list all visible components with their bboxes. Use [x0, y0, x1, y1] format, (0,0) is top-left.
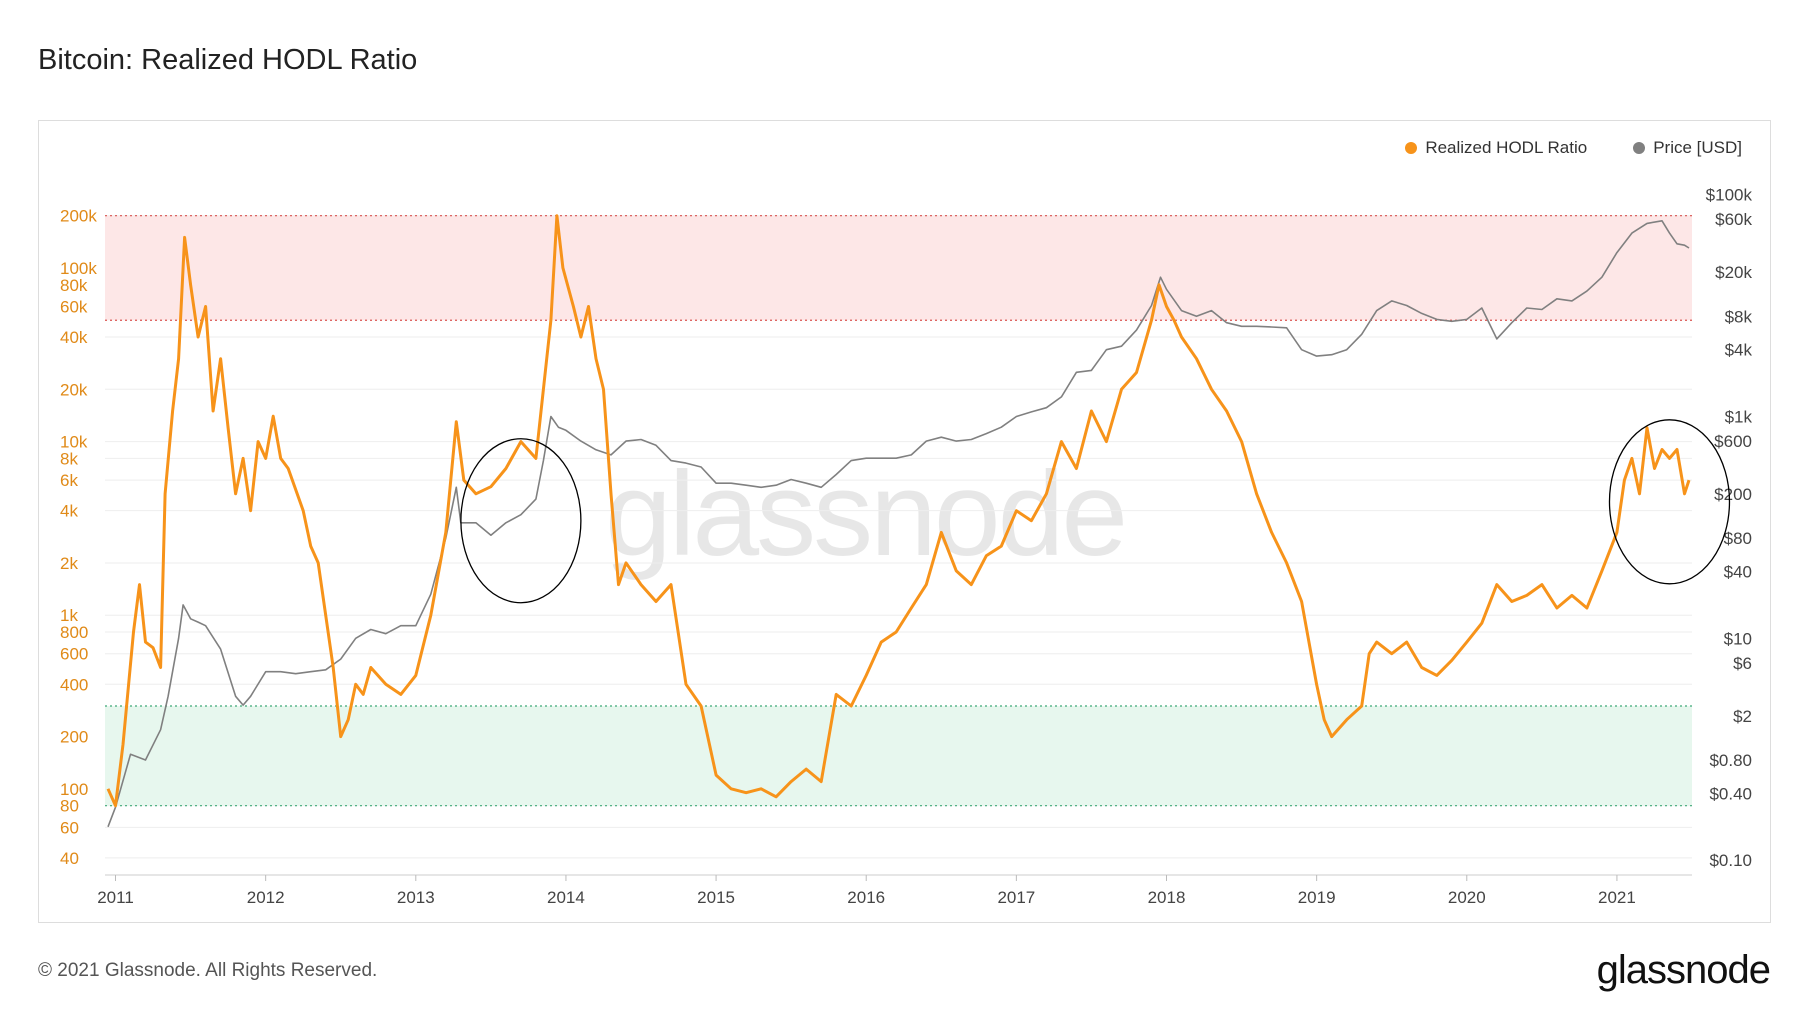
left-tick-label: 2k: [60, 554, 78, 573]
x-tick-label: 2014: [547, 888, 585, 907]
x-tick-label: 2019: [1298, 888, 1336, 907]
legend-label-hodl-ratio: Realized HODL Ratio: [1425, 138, 1588, 157]
left-tick-label: 8k: [60, 449, 78, 468]
x-tick-label: 2011: [97, 888, 134, 907]
right-tick-label: $2: [1733, 707, 1752, 726]
brand-logo: glassnode: [1596, 948, 1771, 992]
left-tick-label: 60: [60, 818, 79, 837]
x-tick-label: 2012: [247, 888, 285, 907]
left-tick-label: 80k: [60, 276, 88, 295]
left-tick-label: 10k: [60, 433, 88, 452]
circle-2021: [1608, 419, 1731, 585]
left-tick-label: 200: [60, 728, 88, 747]
x-tick-label: 2015: [697, 888, 735, 907]
legend-dot-hodl-ratio: [1405, 142, 1418, 154]
right-tick-label: $20k: [1715, 263, 1752, 282]
left-tick-label: 20k: [60, 380, 88, 399]
right-tick-label: $4k: [1725, 341, 1753, 360]
left-tick-label: 40k: [60, 328, 88, 347]
right-tick-label: $0.80: [1709, 751, 1752, 770]
right-tick-label: $80: [1724, 529, 1752, 548]
left-tick-label: 100: [60, 780, 88, 799]
right-tick-label: $6: [1733, 654, 1752, 673]
legend: Realized HODL Ratio Price [USD]: [1405, 138, 1742, 158]
circle-2013: [460, 438, 582, 604]
left-tick-label: 60k: [60, 297, 88, 316]
right-tick-label: $0.10: [1709, 851, 1752, 870]
x-tick-label: 2013: [397, 888, 435, 907]
legend-dot-price: [1633, 142, 1646, 154]
x-tick-label: 2021: [1598, 888, 1636, 907]
x-tick-label: 2016: [847, 888, 885, 907]
left-tick-label: 400: [60, 675, 88, 694]
left-tick-label: 40: [60, 849, 79, 868]
legend-label-price: Price [USD]: [1653, 138, 1742, 157]
right-tick-label: $0.40: [1709, 784, 1752, 803]
right-tick-label: $1k: [1725, 407, 1753, 426]
series-line-hodl-ratio: [106, 214, 1691, 808]
left-tick-label: 100k: [60, 259, 97, 278]
right-tick-label: $8k: [1725, 307, 1753, 326]
right-tick-label: $10: [1724, 629, 1752, 648]
right-tick-label: $100k: [1706, 186, 1753, 205]
legend-item-hodl-ratio[interactable]: Realized HODL Ratio: [1405, 138, 1587, 158]
series-line-price: [107, 220, 1690, 828]
bottom-band: [105, 705, 1692, 806]
right-tick-label: $200: [1714, 485, 1752, 504]
left-tick-label: 600: [60, 645, 88, 664]
left-tick-label: 6k: [60, 471, 78, 490]
top-band: [105, 215, 1692, 321]
chart-frame: [38, 120, 1771, 923]
copyright-footer: © 2021 Glassnode. All Rights Reserved.: [38, 960, 378, 981]
left-tick-label: 200k: [60, 207, 97, 226]
x-tick-label: 2020: [1448, 888, 1486, 907]
x-tick-label: 2017: [997, 888, 1035, 907]
right-tick-label: $60k: [1715, 210, 1752, 229]
right-tick-label: $600: [1714, 432, 1752, 451]
left-tick-label: 1k: [60, 606, 78, 625]
page-title: Bitcoin: Realized HODL Ratio: [38, 44, 418, 76]
x-tick-label: 2018: [1148, 888, 1186, 907]
left-tick-label: 800: [60, 623, 88, 642]
right-tick-label: $40: [1724, 563, 1752, 582]
left-tick-label: 80: [60, 797, 79, 816]
left-tick-label: 4k: [60, 502, 78, 521]
legend-item-price[interactable]: Price [USD]: [1633, 138, 1742, 158]
